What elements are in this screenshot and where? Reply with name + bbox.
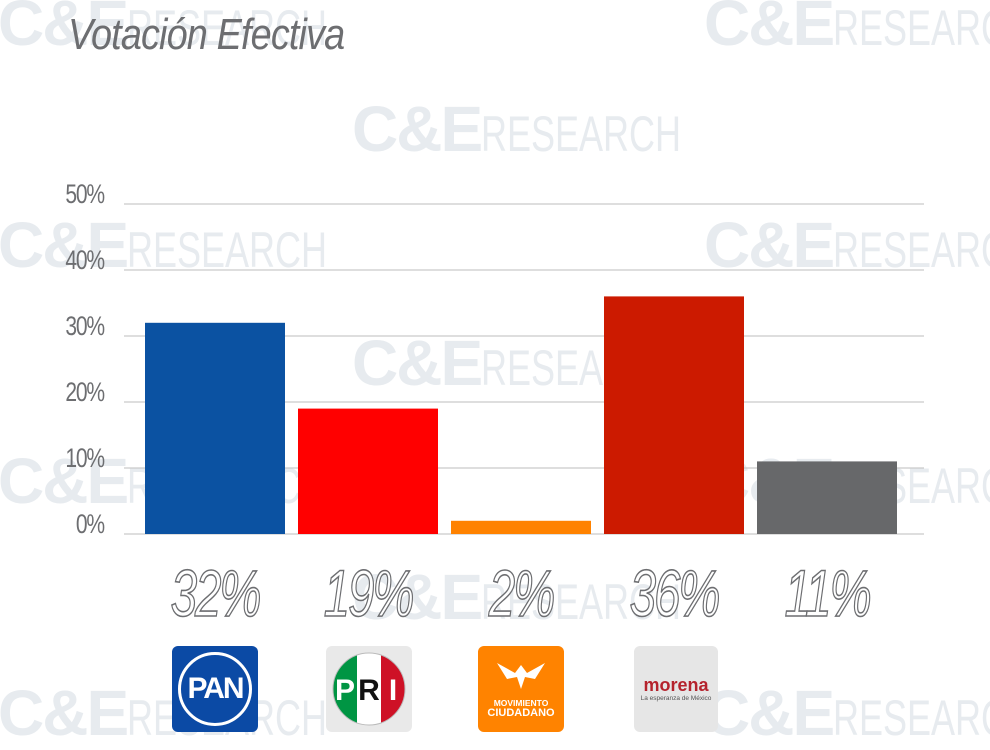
bars: [145, 296, 897, 534]
y-tick-label: 20%: [65, 378, 104, 408]
y-tick-label: 50%: [65, 180, 104, 210]
y-axis-ticks: 0% 10% 20% 30% 40% 50%: [65, 180, 106, 540]
morena-logo: morena La esperanza de México: [634, 646, 718, 732]
pri-letter-p: P: [335, 674, 355, 707]
pan-logo: PAN: [172, 646, 258, 732]
pri-emblem-icon: P R I: [332, 652, 406, 726]
bar-morena: [604, 296, 744, 534]
eagle-icon: [497, 662, 545, 689]
y-tick-label: 40%: [65, 246, 104, 276]
bar-other: [757, 461, 897, 534]
watermark: C&ERESEARCH: [704, 677, 990, 749]
value-label: 11%: [784, 557, 869, 630]
bar-movimiento-ciudadano: [451, 520, 591, 534]
value-label: 32%: [171, 557, 260, 630]
y-tick-label: 30%: [65, 312, 104, 342]
value-label: 36%: [630, 557, 719, 630]
y-tick-label: 0%: [76, 510, 105, 540]
pri-letter-i: I: [389, 674, 397, 707]
pri-letter-r: R: [358, 674, 380, 707]
value-label: 2%: [488, 557, 554, 630]
value-label: 19%: [324, 557, 413, 630]
bar-chart: 0% 10% 20% 30% 40% 50% 32% 19% 2% 36% 11%: [65, 180, 924, 632]
movimiento-ciudadano-logo: MOVIMIENTO CIUDADANO: [478, 646, 564, 732]
pri-logo: P R I: [326, 646, 412, 732]
chart-title: Votación Efectiva: [68, 10, 345, 59]
bar-pan: [145, 322, 285, 534]
bar-pri: [298, 408, 438, 534]
y-tick-label: 10%: [65, 444, 104, 474]
value-labels: 32% 19% 2% 36% 11%: [170, 557, 873, 632]
